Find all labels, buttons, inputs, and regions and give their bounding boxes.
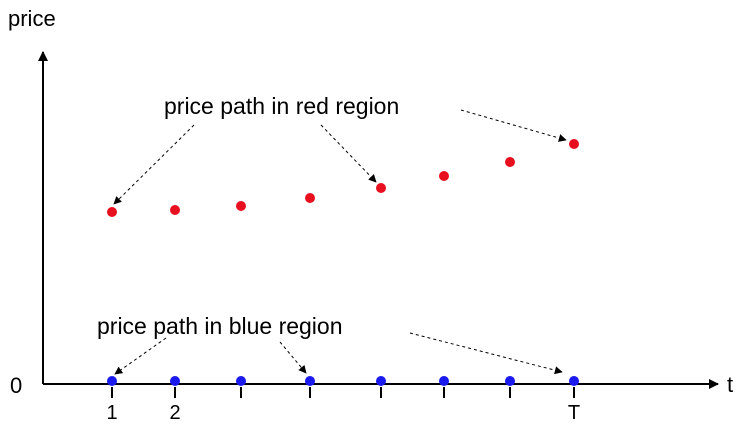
blue-price-point xyxy=(236,376,246,386)
red-price-point xyxy=(376,183,386,193)
red-price-path xyxy=(107,139,579,217)
x-tick-label: 1 xyxy=(106,402,117,424)
blue-price-point xyxy=(439,376,449,386)
x-axis-ticks: 1 2 T xyxy=(106,387,580,424)
blue-price-point xyxy=(305,376,315,386)
y-axis-label: price xyxy=(8,6,56,31)
blue-price-point xyxy=(505,376,515,386)
blue-price-path xyxy=(107,376,579,386)
origin-label: 0 xyxy=(10,373,22,398)
x-tick-label: T xyxy=(568,402,580,424)
red-price-point xyxy=(107,207,117,217)
red-arrow-to-middle-point xyxy=(320,124,377,183)
blue-price-point xyxy=(569,376,579,386)
red-arrow-to-last-point xyxy=(460,109,567,142)
x-axis-label: t xyxy=(727,372,733,397)
blue-price-point xyxy=(170,376,180,386)
blue-region-annotation: price path in blue region xyxy=(97,313,343,339)
blue-price-point xyxy=(376,376,386,386)
red-price-point xyxy=(569,139,579,149)
red-price-point xyxy=(236,201,246,211)
red-region-annotation: price path in red region xyxy=(164,93,399,119)
blue-arrow-to-middle-point xyxy=(279,341,307,374)
blue-arrow-to-last-point xyxy=(409,332,563,375)
red-arrow-to-first-point xyxy=(113,124,195,205)
red-price-point xyxy=(170,205,180,215)
blue-price-point xyxy=(107,376,117,386)
red-price-point xyxy=(305,193,315,203)
x-tick-label: 2 xyxy=(169,402,180,424)
blue-arrow-to-first-point xyxy=(114,337,167,375)
red-price-point xyxy=(439,171,449,181)
red-price-point xyxy=(505,157,515,167)
